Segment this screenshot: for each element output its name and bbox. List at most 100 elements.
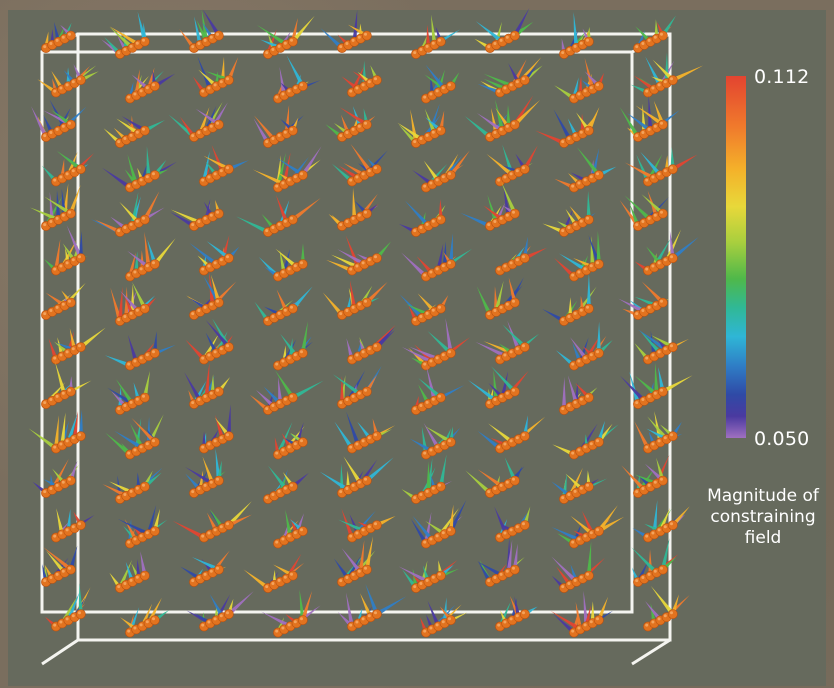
bead-highlight	[355, 86, 359, 90]
bead	[65, 208, 76, 219]
bead-highlight	[142, 38, 145, 42]
bead-highlight	[290, 572, 293, 576]
bead-highlight	[293, 264, 297, 268]
polymer-chain	[249, 370, 324, 415]
bead	[65, 297, 76, 308]
field-arrow	[596, 596, 609, 621]
bead-highlight	[283, 397, 287, 401]
bead-highlight	[197, 398, 201, 401]
bead-highlight	[413, 407, 417, 411]
bead-highlight	[423, 184, 427, 188]
bead-highlight	[265, 496, 269, 500]
field-arrow	[550, 610, 582, 632]
field-arrow	[637, 329, 668, 352]
bead-highlight	[429, 537, 433, 541]
bead-highlight	[596, 617, 599, 621]
bead	[223, 75, 234, 85]
bead-highlight	[635, 401, 639, 405]
field-arrow	[650, 585, 675, 616]
bead-highlight	[216, 299, 219, 303]
bead	[583, 481, 594, 492]
field-arrow	[597, 505, 618, 533]
bead-highlight	[583, 89, 587, 93]
bead-highlight	[589, 620, 593, 624]
bead-highlight	[53, 534, 57, 538]
bead-highlight	[503, 175, 507, 179]
bead	[287, 303, 298, 314]
bead-highlight	[497, 356, 501, 360]
field-arrow	[639, 330, 663, 355]
bead-highlight	[670, 344, 673, 348]
bead-highlight	[283, 219, 287, 223]
bead-highlight	[55, 38, 59, 42]
field-arrow	[227, 501, 252, 527]
bead-highlight	[71, 525, 75, 529]
bead-highlight	[596, 528, 599, 532]
polymer-chain	[468, 366, 529, 409]
bead-highlight	[271, 493, 275, 496]
bead-highlight	[287, 623, 291, 627]
bead-highlight	[271, 315, 275, 318]
polymer-chain	[494, 506, 531, 543]
bead-highlight	[61, 302, 65, 306]
bead-highlight	[487, 490, 491, 494]
bead-highlight	[271, 404, 275, 407]
bead-highlight	[135, 219, 139, 223]
bead-highlight	[493, 398, 497, 401]
bead-highlight	[512, 121, 515, 125]
bead-highlight	[573, 311, 577, 315]
bead-highlight	[275, 273, 279, 277]
polymer-chain	[273, 421, 308, 460]
polymer-chain	[338, 508, 396, 543]
bead-highlight	[197, 576, 201, 579]
bead	[297, 615, 308, 625]
bead-highlight	[423, 362, 427, 366]
bead-highlight	[586, 38, 589, 42]
field-arrow	[671, 65, 704, 83]
bead-highlight	[61, 35, 65, 39]
bead-highlight	[142, 394, 145, 398]
bead-highlight	[589, 175, 593, 179]
field-arrow	[629, 203, 641, 227]
field-arrow	[448, 499, 467, 533]
bead-highlight	[441, 353, 445, 357]
field-arrow	[442, 597, 447, 624]
bead-highlight	[505, 213, 509, 217]
bead-highlight	[577, 92, 581, 96]
field-arrow	[640, 151, 663, 177]
field-arrow	[285, 509, 293, 538]
bead-highlight	[123, 493, 127, 496]
field-arrow	[660, 538, 670, 571]
bead-highlight	[152, 350, 155, 354]
bead-highlight	[61, 213, 65, 217]
field-arrow	[464, 116, 492, 139]
bead-highlight	[65, 617, 69, 621]
field-arrow	[502, 324, 527, 349]
polymer-chain	[477, 415, 546, 454]
bead	[361, 119, 372, 130]
bead-highlight	[351, 127, 355, 131]
bead-highlight	[135, 308, 139, 312]
bead-highlight	[290, 394, 293, 398]
bead	[667, 609, 678, 619]
bead-highlight	[59, 442, 63, 446]
bead-highlight	[135, 486, 139, 490]
field-arrow	[94, 219, 121, 234]
bead-highlight	[596, 350, 599, 354]
bead-highlight	[364, 121, 367, 125]
bead	[593, 437, 604, 447]
bead-highlight	[579, 219, 583, 223]
bead-highlight	[129, 489, 133, 493]
field-arrow	[497, 601, 511, 628]
bead-highlight	[339, 312, 343, 316]
bead-highlight	[515, 80, 519, 84]
bead-highlight	[499, 305, 503, 309]
bead-highlight	[505, 391, 509, 395]
field-arrow	[339, 376, 345, 405]
field-arrow	[465, 470, 492, 495]
bead-highlight	[515, 436, 519, 440]
bead-highlight	[216, 477, 219, 481]
bead-highlight	[647, 394, 651, 398]
polymer-chain	[261, 589, 321, 638]
